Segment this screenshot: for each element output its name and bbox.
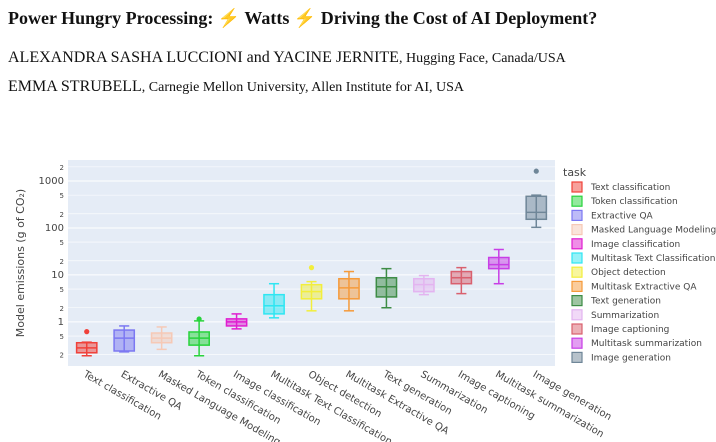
legend-label: Multitask Text Classification	[591, 254, 715, 264]
y-tick-label: 100	[45, 223, 64, 234]
legend-swatch	[571, 209, 583, 221]
paper-title: Power Hungry Processing: ⚡ Watts ⚡ Drivi…	[8, 7, 597, 29]
y-tick-label: 5	[60, 286, 64, 294]
outlier	[196, 316, 202, 322]
y-tick-label: 2	[60, 305, 64, 313]
y-tick-label: 1000	[39, 176, 64, 187]
author-names: EMMA STRUBELL	[8, 78, 142, 95]
outlier	[308, 265, 315, 271]
y-tick-label: 1	[58, 317, 64, 328]
outlier	[533, 168, 539, 174]
y-tick-label: 2	[60, 258, 64, 266]
outlier	[84, 329, 90, 335]
legend-swatch	[571, 238, 583, 250]
legend-swatch	[571, 337, 583, 349]
legend-swatch	[571, 266, 583, 278]
legend-label: Text generation	[590, 297, 661, 307]
y-axis-label: Model emissions (g of CO₂)	[14, 189, 27, 337]
legend-label: Image generation	[591, 353, 671, 363]
y-tick-label: 5	[60, 239, 64, 247]
legend-swatch	[571, 295, 583, 307]
legend-swatch	[571, 181, 583, 193]
legend-swatch	[571, 280, 583, 292]
legend-label: Text classification	[590, 183, 670, 193]
box	[113, 329, 136, 352]
legend-swatch	[571, 224, 583, 236]
legend-label: Image classification	[591, 240, 680, 250]
author-affiliation: , Carnegie Mellon University, Allen Inst…	[142, 80, 465, 95]
legend-label: Multitask Extractive QA	[591, 282, 697, 292]
legend-swatch	[571, 195, 583, 207]
legend-label: Image captioning	[591, 325, 669, 335]
box	[525, 195, 548, 221]
box	[487, 256, 510, 270]
legend-label: Summarization	[591, 311, 659, 321]
y-tick-label: 5	[60, 192, 64, 200]
box	[263, 293, 285, 315]
y-tick-label: 2	[60, 211, 64, 219]
author-affiliation: , Hugging Face, Canada/USA	[399, 51, 567, 66]
legend-label: Extractive QA	[591, 211, 654, 221]
legend-swatch	[571, 309, 583, 321]
y-tick-label: 5	[60, 333, 64, 341]
legend-title: task	[563, 166, 587, 179]
legend-swatch	[571, 252, 583, 264]
legend-label: Object detection	[591, 268, 666, 278]
legend-swatch	[571, 351, 583, 363]
y-tick-label: 2	[60, 164, 64, 172]
y-tick-label: 2	[60, 352, 64, 360]
author-line: EMMA STRUBELL, Carnegie Mellon Universit…	[8, 78, 465, 95]
box	[338, 277, 360, 300]
legend-label: Token classification	[590, 197, 678, 207]
plot-background	[68, 160, 555, 366]
legend-swatch	[571, 323, 583, 335]
legend-label: Masked Language Modeling	[591, 226, 716, 236]
author-line: ALEXANDRA SASHA LUCCIONI and YACINE JERN…	[8, 49, 567, 66]
author-names: ALEXANDRA SASHA LUCCIONI and YACINE JERN…	[8, 49, 399, 66]
y-tick-label: 10	[51, 270, 64, 281]
legend-label: Multitask summarization	[591, 339, 702, 349]
